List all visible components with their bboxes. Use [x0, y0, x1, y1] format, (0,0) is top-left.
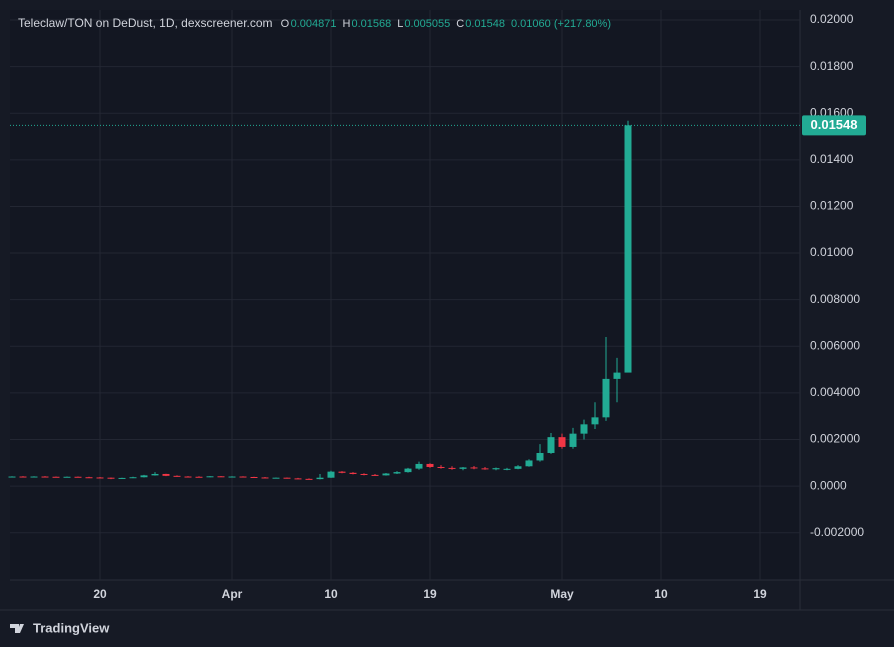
candle-body [250, 476, 258, 478]
candle-body [206, 476, 214, 478]
candle-body [107, 477, 115, 479]
candle-body [470, 467, 478, 469]
candle-body [404, 468, 412, 473]
candle-body [492, 468, 500, 470]
candle-body [305, 478, 313, 480]
change-label: 0.01060 (+217.80%) [511, 18, 611, 30]
y-tick-label: 0.01800 [810, 59, 854, 73]
candle-body [184, 476, 192, 478]
candle-body [195, 476, 203, 478]
brand-name: TradingView [33, 620, 110, 635]
candle-body [602, 378, 610, 418]
candle-body [426, 463, 434, 467]
candle-body [558, 437, 566, 447]
labels: 0.020000.018000.016000.014000.012000.010… [93, 12, 866, 601]
ohlc-value: 0.004871 [291, 18, 337, 30]
candle-body [74, 476, 82, 478]
grid [10, 10, 800, 580]
candle-body [338, 471, 346, 473]
ohlc-key: O [281, 18, 290, 30]
candle-body [30, 476, 38, 478]
price-tag-label: 0.01548 [811, 117, 858, 132]
candle-body [349, 472, 357, 474]
x-tick-label: 10 [654, 587, 668, 601]
x-tick-label: 19 [423, 587, 437, 601]
candle-body [382, 473, 390, 476]
candle-body [624, 125, 632, 373]
logo [10, 624, 24, 633]
ohlc-value: 0.01568 [351, 18, 391, 30]
candle-body [316, 477, 324, 480]
candle-body [283, 477, 291, 479]
branding: TradingView [10, 620, 110, 635]
header: Teleclaw/TON on DeDust, 1D, dexscreener.… [18, 16, 273, 30]
candle-body [481, 468, 489, 470]
y-tick-label: 0.002000 [810, 432, 860, 446]
candle-body [129, 477, 137, 479]
y-tick-label: 0.01000 [810, 245, 854, 259]
chart-title: Teleclaw/TON on DeDust, 1D, dexscreener.… [18, 16, 273, 30]
y-tick-label: 0.008000 [810, 292, 860, 306]
candle-body [63, 476, 71, 478]
candle-body [591, 417, 599, 425]
x-tick-label: May [550, 587, 574, 601]
candle-body [217, 476, 225, 478]
candle-body [52, 476, 60, 478]
candle-body [448, 467, 456, 469]
candle-body [41, 476, 49, 478]
candle-body [118, 477, 126, 479]
candle-body [459, 467, 467, 469]
y-tick-label: 0.0000 [810, 478, 847, 492]
y-tick-label: 0.004000 [810, 385, 860, 399]
candle-body [140, 475, 148, 478]
y-tick-label: -0.002000 [810, 525, 864, 539]
x-tick-label: 20 [93, 587, 107, 601]
candle-body [8, 476, 16, 478]
ohlc-value: 0.01548 [465, 18, 505, 30]
ohlc-key: C [456, 18, 464, 30]
candle-body [503, 468, 511, 470]
y-tick-label: 0.01200 [810, 199, 854, 213]
candle-body [580, 424, 588, 434]
y-tick-label: 0.006000 [810, 338, 860, 352]
candle-body [239, 476, 247, 478]
plot-area [10, 10, 800, 580]
candle-body [19, 476, 27, 478]
y-tick-label: 0.01400 [810, 152, 854, 166]
candle-body [547, 437, 555, 453]
candle-body [360, 473, 368, 475]
candle-body [371, 474, 379, 476]
candle-body [85, 477, 93, 479]
candle-body [173, 475, 181, 477]
candle-body [294, 478, 302, 480]
ohlc-value: 0.005055 [404, 18, 450, 30]
price-tag [802, 115, 866, 136]
candle-body [162, 473, 170, 476]
candle-body [525, 460, 533, 467]
candle-body [569, 433, 577, 447]
candle-body [228, 476, 236, 478]
x-tick-label: 10 [324, 587, 338, 601]
candle-body [536, 452, 544, 461]
candle-body [415, 463, 423, 469]
candle-body [613, 372, 621, 379]
candle-body [261, 477, 269, 479]
x-tick-label: 19 [753, 587, 767, 601]
ohlc-key: L [397, 18, 403, 30]
candle-body [437, 466, 445, 468]
candle-body [393, 472, 401, 474]
candle-body [96, 477, 104, 479]
ohlc-key: H [342, 18, 350, 30]
x-tick-label: Apr [222, 587, 243, 601]
candle-body [327, 471, 335, 478]
candle-body [151, 473, 159, 476]
candles [8, 120, 800, 480]
y-tick-label: 0.02000 [810, 12, 854, 26]
candle-body [514, 466, 522, 469]
candle-body [272, 477, 280, 479]
